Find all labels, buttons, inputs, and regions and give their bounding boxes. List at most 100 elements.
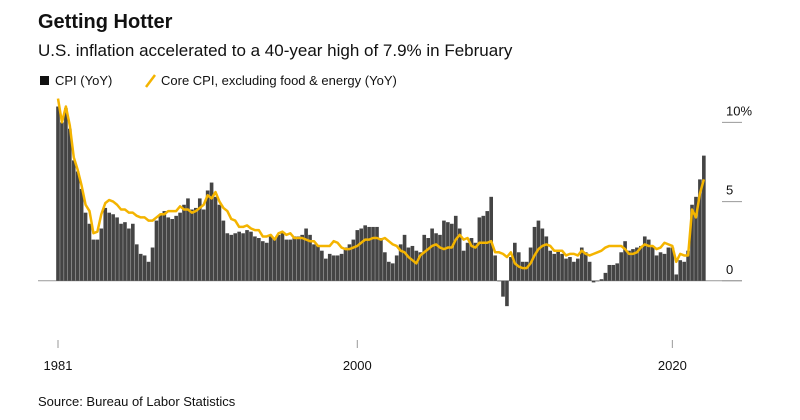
bar (355, 230, 360, 281)
bar (292, 236, 297, 281)
x-tick-label: 2020 (658, 358, 687, 373)
bar (103, 207, 108, 281)
bar (406, 247, 411, 281)
bar (131, 223, 135, 281)
bar (646, 239, 651, 281)
bar (347, 244, 352, 281)
bar (414, 250, 419, 281)
bar (323, 258, 328, 281)
y-tick-label: 0 (726, 262, 733, 277)
legend-label: CPI (YoY) (55, 73, 112, 88)
bar (418, 252, 423, 281)
bar (213, 196, 218, 281)
bar (457, 228, 462, 281)
source-note: Source: Bureau of Labor Statistics (38, 394, 236, 409)
bar (99, 228, 104, 281)
x-tick-label: 2000 (343, 358, 372, 373)
bar (363, 225, 367, 281)
chart-title: Getting Hotter (38, 11, 173, 33)
bar (430, 228, 434, 281)
bar (249, 231, 253, 281)
bar (426, 238, 430, 281)
bar (465, 242, 470, 281)
bar (442, 220, 446, 281)
bar (217, 204, 222, 281)
bar (662, 253, 667, 281)
bar (386, 261, 391, 281)
bar (619, 252, 623, 281)
bar (583, 252, 588, 281)
bar (702, 155, 706, 281)
bar (339, 253, 344, 281)
bar (60, 122, 64, 281)
bar (95, 239, 100, 281)
bar (481, 215, 486, 281)
bar (599, 279, 604, 281)
bar (162, 211, 167, 281)
bar (91, 239, 96, 281)
bar (654, 255, 659, 281)
bar (390, 263, 395, 281)
bar (158, 214, 163, 281)
bar (209, 182, 214, 281)
bar (197, 198, 202, 281)
bar (320, 250, 324, 281)
bar (540, 228, 545, 281)
bar (359, 228, 364, 281)
line (56, 98, 706, 270)
bar (166, 217, 171, 281)
bar (690, 204, 694, 281)
bar (642, 236, 647, 281)
bar (79, 188, 84, 281)
bar (138, 253, 143, 281)
bar (686, 250, 690, 281)
bar (260, 241, 265, 281)
bar (694, 196, 698, 281)
bar (253, 236, 257, 281)
bar (276, 234, 281, 281)
bar (674, 274, 679, 281)
bar (68, 128, 72, 281)
bar (268, 234, 273, 281)
bar (111, 214, 115, 281)
bar (64, 108, 68, 281)
bar (134, 244, 139, 281)
bar (670, 247, 675, 281)
bar (316, 245, 320, 281)
bar (75, 171, 80, 281)
bar (87, 223, 92, 281)
bar (257, 238, 261, 281)
bar (623, 241, 627, 281)
bar (221, 220, 226, 281)
bar (190, 209, 194, 281)
bar (477, 217, 482, 281)
bar (572, 261, 576, 281)
bar (564, 258, 568, 281)
bar (56, 106, 60, 281)
bar (182, 204, 186, 281)
bar (591, 280, 596, 283)
bar (469, 238, 474, 281)
x-tick-label: 1981 (44, 358, 73, 373)
bar (698, 179, 702, 281)
bar (461, 250, 466, 281)
bar (658, 252, 663, 281)
bar (524, 261, 529, 281)
bar (627, 250, 631, 281)
bar (595, 280, 600, 282)
bar (410, 245, 415, 281)
bar (71, 160, 76, 281)
bar (682, 261, 686, 281)
bar (237, 231, 241, 281)
bar (245, 230, 249, 281)
bar (312, 244, 316, 281)
bar (296, 236, 301, 281)
bar (635, 247, 639, 281)
bar (107, 212, 112, 281)
bar (146, 261, 151, 281)
bar (351, 239, 356, 281)
bar (603, 272, 608, 281)
bar (544, 236, 549, 281)
bar (241, 233, 245, 281)
